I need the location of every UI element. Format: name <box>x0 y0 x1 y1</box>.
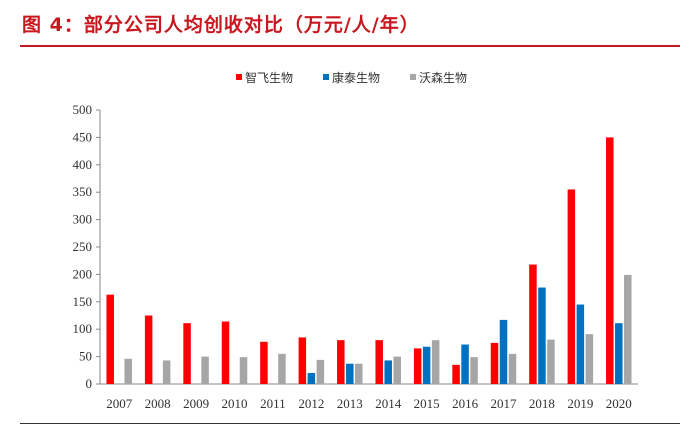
x-tick-label: 2007 <box>106 396 133 411</box>
bar <box>615 323 623 384</box>
x-tick-label: 2010 <box>222 396 248 411</box>
y-tick-label: 400 <box>73 157 93 172</box>
bar <box>470 357 478 384</box>
bar <box>508 353 517 384</box>
x-tick-label: 2011 <box>260 396 286 411</box>
bar <box>221 321 230 384</box>
x-tick-label: 2012 <box>298 396 324 411</box>
bar <box>239 357 248 384</box>
bar <box>183 323 191 384</box>
bar <box>624 274 632 384</box>
bar <box>422 346 431 384</box>
bar <box>278 353 286 384</box>
x-axis: 2007 2008 2009 2010 2011 2012 2013 2014 2015 2016… <box>100 383 638 411</box>
bar <box>585 334 594 384</box>
legend-swatch <box>323 74 329 80</box>
y-tick-label: 100 <box>73 321 93 336</box>
bottom-divider <box>20 423 680 424</box>
y-axis: 0 50 100 150 200 250 300 350 400 450 500 <box>73 102 101 391</box>
legend-label: 智飞生物 <box>245 70 293 85</box>
bar <box>201 356 209 384</box>
y-tick-label: 0 <box>86 376 93 391</box>
bar <box>162 360 171 384</box>
y-tick-label: 150 <box>73 294 93 309</box>
x-tick-label: 2017 <box>491 396 518 411</box>
bar <box>260 341 268 384</box>
bar <box>529 264 537 384</box>
x-tick-label: 2016 <box>452 396 479 411</box>
legend-label: 康泰生物 <box>332 70 380 85</box>
x-tick-label: 2018 <box>529 396 555 411</box>
x-tick-label: 2013 <box>337 396 363 411</box>
bar <box>461 344 469 384</box>
bar <box>452 364 460 384</box>
legend-label: 沃森生物 <box>419 70 467 85</box>
bar <box>298 337 307 384</box>
y-tick-label: 450 <box>73 129 93 144</box>
title-divider <box>20 45 680 47</box>
y-tick-label: 350 <box>73 184 93 199</box>
bar <box>576 304 585 384</box>
x-tick-label: 2020 <box>606 396 632 411</box>
bar <box>431 340 440 384</box>
bars-group <box>106 137 632 384</box>
bar <box>355 363 363 384</box>
bar <box>413 348 422 384</box>
y-tick-label: 500 <box>73 102 93 117</box>
legend-swatch <box>410 74 416 80</box>
bar <box>567 189 576 384</box>
x-tick-label: 2014 <box>375 396 402 411</box>
x-tick-label: 2015 <box>414 396 440 411</box>
y-tick-label: 200 <box>73 266 93 281</box>
y-tick-label: 250 <box>73 239 93 254</box>
legend-swatch <box>236 74 242 80</box>
x-tick-label: 2009 <box>183 396 209 411</box>
bar <box>499 319 508 384</box>
x-tick-label: 2019 <box>567 396 593 411</box>
bar <box>124 358 132 384</box>
bar <box>393 356 401 384</box>
y-tick-label: 50 <box>79 349 92 364</box>
bar <box>106 294 114 384</box>
bar <box>316 359 325 384</box>
bar <box>337 340 345 384</box>
bar <box>375 340 383 384</box>
bar <box>538 287 546 384</box>
bar <box>384 360 392 384</box>
bar <box>547 339 555 384</box>
y-tick-label: 300 <box>73 212 93 227</box>
figure-title: 图 4：部分公司人均创收对比（万元/人/年） <box>22 14 420 36</box>
chart-legend: 智飞生物 康泰生物 沃森生物 <box>236 70 467 85</box>
bar <box>307 373 316 384</box>
bar <box>606 137 614 384</box>
bar <box>346 363 354 384</box>
x-tick-label: 2008 <box>145 396 171 411</box>
bar <box>490 342 499 384</box>
bar <box>144 315 153 384</box>
